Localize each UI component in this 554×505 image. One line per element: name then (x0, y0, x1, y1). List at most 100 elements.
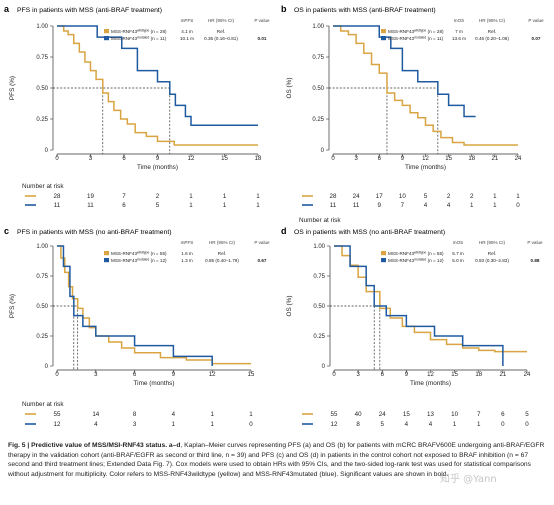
x-tick-label: 12 (422, 156, 429, 162)
risk-count-mutated: 9 (378, 202, 382, 209)
x-axis-label: Time (months) (134, 380, 175, 387)
table-header-median: mOS (453, 240, 463, 245)
panel-label: c (4, 226, 9, 236)
panel-title: OS in patients with MSS (no anti-BRAF tr… (294, 229, 445, 236)
table-header-p: P value (254, 18, 270, 23)
km-curve-wildtype (334, 245, 527, 353)
number-at-risk-title: Number at risk (22, 183, 64, 190)
km-curve-mutated (334, 245, 504, 366)
x-tick-label: 3 (94, 372, 98, 378)
y-tick-label: 0 (321, 148, 325, 154)
x-tick-label: 9 (401, 156, 405, 162)
risk-count-wildtype: 1 (493, 193, 497, 200)
risk-count-wildtype: 2 (156, 193, 160, 200)
table-header-median: mPFS (181, 18, 194, 23)
km-plot-c: c PFS in patients with MSS (no anti-BRAF … (4, 226, 270, 428)
legend-label: MSS-RNF43mutated (n = 11) (111, 35, 167, 41)
table-p-value: 0.67 (258, 258, 267, 263)
number-at-risk-title: Number at risk (22, 401, 64, 408)
table-header-hr: HR (95% CI) (479, 240, 506, 245)
y-tick-label: 0.50 (36, 86, 48, 92)
table-median: 5.7 m (452, 251, 464, 256)
x-axis-label: Time (months) (410, 380, 451, 387)
risk-count-wildtype: 5 (525, 411, 529, 418)
x-tick-label: 21 (492, 156, 499, 162)
table-hr: Ref. (217, 29, 225, 34)
table-median: 4.1 m (181, 29, 193, 34)
table-median: 1.6 m (181, 251, 193, 256)
x-tick-label: 6 (381, 372, 385, 378)
legend-swatch (104, 258, 109, 263)
km-curve-wildtype (57, 245, 251, 365)
risk-count-wildtype: 19 (87, 193, 94, 200)
risk-count-wildtype: 28 (330, 193, 337, 200)
table-header-p: P value (254, 240, 270, 245)
legend-swatch (381, 258, 386, 263)
risk-count-mutated: 4 (424, 202, 428, 209)
y-tick-label: 0.50 (36, 304, 48, 310)
y-tick-label: 0.50 (313, 304, 325, 310)
risk-count-wildtype: 14 (92, 411, 99, 418)
x-tick-label: 9 (156, 156, 160, 162)
table-header-p: P value (527, 240, 543, 245)
x-tick-label: 18 (468, 156, 475, 162)
x-tick-label: 6 (122, 156, 126, 162)
legend-swatch (104, 36, 109, 41)
table-hr: Ref. (218, 251, 226, 256)
table-header-median: mOS (454, 18, 464, 23)
x-axis-label: Time (months) (137, 164, 178, 171)
y-axis-label: OS (%) (286, 78, 293, 99)
risk-count-wildtype: 55 (331, 411, 338, 418)
panel-title: OS in patients with MSS (anti-BRAF treat… (294, 7, 436, 14)
table-header-hr: HR (95% CI) (209, 240, 236, 245)
risk-count-mutated: 1 (223, 202, 227, 209)
x-tick-label: 0 (55, 156, 59, 162)
legend-label: MSS-RNF43wildtype (n = 55) (111, 250, 167, 256)
table-header-p: P value (528, 18, 544, 23)
table-median: 7 m (455, 29, 463, 34)
risk-count-mutated: 1 (477, 421, 481, 428)
x-tick-label: 12 (427, 372, 434, 378)
km-curve-mutated (57, 25, 258, 126)
risk-count-mutated: 1 (210, 421, 214, 428)
risk-count-wildtype: 1 (189, 193, 193, 200)
x-tick-label: 15 (445, 156, 452, 162)
y-tick-label: 0.75 (36, 274, 48, 280)
legend-swatch (381, 36, 386, 41)
y-tick-label: 0 (45, 364, 49, 370)
table-median: 13.6 m (452, 36, 466, 41)
x-tick-label: 18 (475, 372, 482, 378)
y-tick-label: 0.75 (313, 274, 325, 280)
risk-count-wildtype: 17 (376, 193, 383, 200)
x-tick-label: 3 (356, 372, 360, 378)
y-tick-label: 1.00 (312, 24, 324, 30)
risk-count-mutated: 8 (356, 421, 360, 428)
number-at-risk-title: Number at risk (299, 217, 341, 224)
panel-label: d (281, 226, 287, 236)
risk-count-wildtype: 15 (403, 411, 410, 418)
caption-text: , Kaplan–Meier curves representing PFS (… (8, 442, 545, 478)
km-plot-d: d OS in patients with MSS (no anti-BRAF t… (281, 217, 543, 428)
x-tick-label: 15 (221, 156, 228, 162)
x-axis-label: Time (months) (405, 164, 446, 171)
x-tick-label: 15 (248, 372, 255, 378)
table-p-value: 0.88 (531, 258, 540, 263)
risk-count-mutated: 1 (493, 202, 497, 209)
risk-count-mutated: 1 (453, 421, 457, 428)
legend-label: MSS-RNF43mutated (n = 11) (388, 35, 444, 41)
y-tick-label: 0.25 (36, 117, 48, 123)
y-tick-label: 1.00 (36, 244, 48, 250)
table-hr: 0.36 (0.16–0.81) (204, 36, 238, 41)
risk-count-mutated: 1 (189, 202, 193, 209)
watermark: 知乎 @Yann (440, 474, 497, 485)
risk-count-mutated: 4 (447, 202, 451, 209)
risk-count-wildtype: 1 (249, 411, 253, 418)
panel-label: a (4, 4, 10, 14)
table-hr: 0.85 (0.40–1.79) (205, 258, 239, 263)
y-tick-label: 0.25 (313, 334, 325, 340)
risk-count-mutated: 6 (122, 202, 126, 209)
panel-c: c PFS in patients with MSS (no anti-BRAF … (0, 222, 277, 440)
table-hr: Ref. (488, 251, 496, 256)
km-curve-wildtype (333, 25, 518, 146)
km-plot-a: a PFS in patients with MSS (anti-BRAF tre… (4, 4, 270, 209)
